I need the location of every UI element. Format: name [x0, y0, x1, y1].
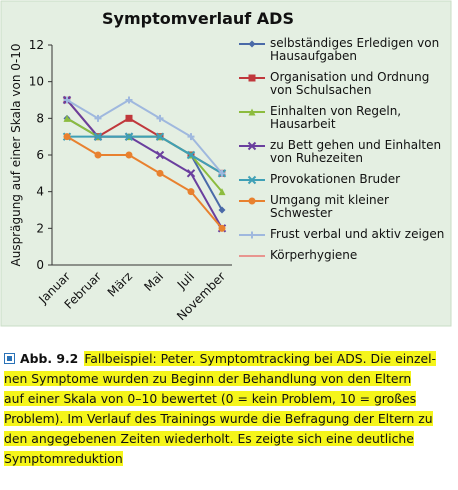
legend-swatch [239, 141, 265, 151]
marker [124, 132, 134, 141]
y-axis-label: Ausprägung auf einer Skala von 0-10 [9, 44, 23, 267]
marker [125, 96, 133, 104]
legend-swatch [239, 108, 265, 116]
marker [93, 132, 103, 141]
legend-swatch [239, 197, 265, 205]
marker [218, 169, 226, 177]
legend-item: Einhalten von Regeln, Hausarbeit [238, 105, 448, 131]
legend-label: Organisation und Ordnung von Schulsachen [270, 70, 430, 97]
legend-item: Frust verbal und aktiv zeigen [238, 228, 448, 241]
marker [218, 206, 226, 214]
y-tick-label: 0 [36, 258, 44, 272]
series-line [66, 135, 223, 229]
marker [94, 114, 102, 122]
marker [94, 151, 102, 159]
legend-swatch [239, 175, 265, 185]
marker [156, 169, 164, 177]
legend-item: Umgang mit kleiner Schwester [238, 194, 448, 220]
series-line [66, 98, 223, 174]
legend-label: Körperhygiene [270, 248, 358, 262]
legend-label: zu Bett gehen und Einhalten von Ruhezeit… [270, 138, 442, 165]
legend-label: selbständiges Erledigen von Hausaufgaben [270, 36, 440, 63]
marker [248, 74, 256, 82]
caption-label: Abb. 9.2 [20, 351, 79, 366]
legend-item: Körperhygiene [238, 249, 448, 262]
marker [63, 96, 71, 104]
marker [186, 169, 196, 178]
caption-icon [4, 353, 15, 364]
y-tick-label: 12 [29, 38, 44, 52]
caption-line: auf einer Skala von 0–10 bewertet (0 = k… [4, 391, 417, 406]
marker [155, 150, 165, 160]
marker [248, 108, 256, 116]
marker [156, 114, 164, 122]
marker [63, 133, 71, 141]
caption-line: den angegebenen Zeiten wiederholt. Es ze… [4, 431, 414, 446]
legend-item: zu Bett gehen und Einhalten von Ruhezeit… [238, 139, 448, 165]
y-tick-label: 8 [36, 111, 44, 125]
marker [186, 150, 196, 160]
legend-label: Provokationen Bruder [270, 172, 401, 186]
legend-item: Provokationen Bruder [238, 173, 448, 186]
y-tick-label: 4 [36, 185, 44, 199]
y-tick-label: 6 [36, 148, 44, 162]
caption-line: nen Symptome wurden zu Beginn der Behand… [4, 371, 412, 386]
legend: selbständiges Erledigen von Hausaufgaben… [238, 37, 448, 270]
caption-line: Fallbeispiel: Peter. Symptomtracking bei… [84, 351, 437, 366]
legend-label: Einhalten von Regeln, Hausarbeit [270, 104, 402, 131]
y-tick-label: 10 [29, 75, 44, 89]
caption-line: Problem). Im Verlauf des Trainings wurde… [4, 411, 433, 426]
chart-background [0, 0, 452, 327]
marker [247, 175, 257, 185]
marker [187, 188, 195, 196]
marker [247, 141, 257, 151]
legend-swatch [239, 74, 265, 82]
chart: Symptomverlauf ADS Ausprägung auf einer … [0, 0, 452, 327]
legend-item: selbständiges Erledigen von Hausaufgaben [238, 37, 448, 63]
marker [187, 133, 195, 141]
marker [63, 114, 71, 122]
series-line [67, 135, 223, 175]
marker [248, 40, 256, 48]
marker [248, 231, 256, 239]
chart-title: Symptomverlauf ADS [102, 9, 294, 28]
legend-label: Umgang mit kleiner Schwester [270, 193, 389, 220]
legend-swatch [239, 231, 265, 239]
caption-line: Symptomreduktion [4, 451, 123, 466]
legend-item: Organisation und Ordnung von Schulsachen [238, 71, 448, 97]
marker [125, 151, 133, 159]
marker [248, 197, 256, 205]
caption: Abb. 9.2 Fallbeispiel: Peter. Symptomtrac… [4, 349, 454, 469]
marker [218, 224, 226, 232]
marker [125, 114, 133, 122]
legend-label: Frust verbal und aktiv zeigen [270, 227, 445, 241]
series-line [66, 99, 223, 229]
legend-swatch [239, 40, 265, 48]
marker [155, 132, 165, 141]
legend-swatch [239, 255, 265, 257]
marker [218, 188, 226, 196]
y-tick-label: 2 [36, 221, 44, 235]
